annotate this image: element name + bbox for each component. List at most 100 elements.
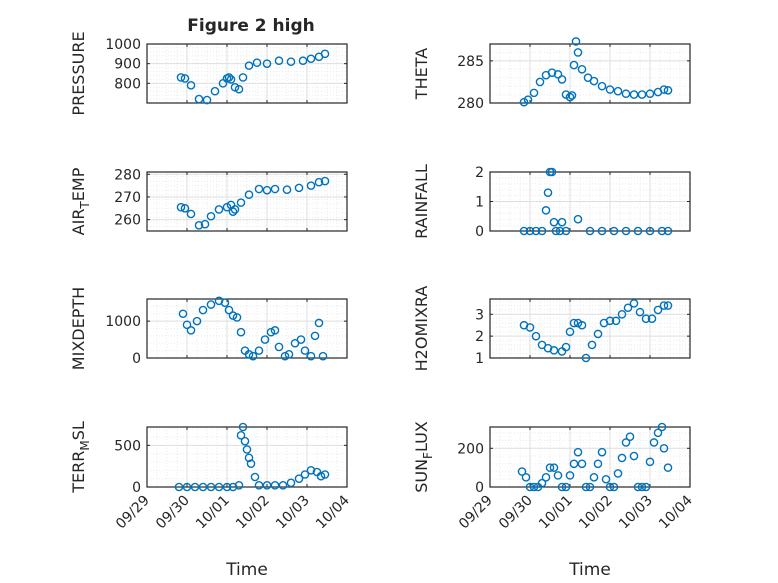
data-point [571, 37, 581, 46]
data-point [254, 481, 264, 490]
data-point [593, 459, 603, 469]
data-point [314, 177, 324, 187]
data-point [529, 482, 539, 492]
data-point [296, 335, 306, 344]
data-point [621, 438, 631, 447]
panel-sun-flux: 0 200 SUNFLUX 09/29 09/30 10/01 10/02 10/03 10/0… [412, 421, 696, 580]
x-tick-label: 09/30 [496, 493, 536, 533]
data-point [531, 331, 541, 341]
panel-rainfall: 0 1 2 RAINFALL [412, 164, 691, 240]
data-point [262, 185, 272, 195]
data-point [521, 473, 531, 482]
data-point [577, 320, 587, 330]
data-point [270, 481, 280, 490]
data-point [637, 90, 647, 99]
data-point [633, 226, 643, 236]
y-tick-label: 800 [114, 76, 141, 92]
data-point [659, 443, 669, 453]
data-point [641, 482, 651, 492]
y-tick-label: 270 [114, 190, 141, 206]
data-point [274, 56, 284, 66]
data-point [645, 89, 655, 99]
data-point [565, 327, 575, 337]
data-point [653, 428, 663, 438]
data-point [206, 211, 216, 221]
data-point [306, 351, 316, 361]
data-point [663, 86, 673, 95]
data-point [525, 482, 535, 492]
y-axis-label: SUNFLUX [412, 421, 435, 493]
data-point [577, 459, 587, 469]
data-point [549, 463, 559, 472]
panel-h2omixra: 1 2 3 H2OMIXRA [412, 286, 691, 372]
data-point [194, 221, 204, 230]
data-point [547, 167, 557, 177]
data-point [593, 329, 603, 339]
x-tick-label: 10/01 [193, 493, 233, 533]
data-point [270, 326, 280, 335]
data-point [629, 90, 639, 99]
y-tick-label: 285 [457, 54, 484, 70]
data-point [543, 188, 553, 197]
data-point [244, 453, 254, 463]
data-point [210, 86, 220, 96]
y-tick-label: 1 [475, 195, 484, 211]
data-point [577, 64, 587, 74]
data-point [573, 447, 583, 457]
panel-air-temp: 260 270 280 AIRTEMP [69, 167, 348, 235]
data-point [238, 422, 248, 432]
data-point [601, 474, 611, 484]
y-tick-label: 500 [114, 438, 141, 454]
data-point [557, 217, 567, 227]
data-point [549, 346, 559, 355]
y-axis-label: H2OMIXRA [412, 286, 431, 372]
data-point [663, 301, 673, 310]
data-point [244, 61, 254, 70]
axes-box [146, 43, 348, 104]
panel-terr-msl: 0 500 TERRMSL 09/29 09/30 10/01 10/02 10/03 10/0… [69, 421, 353, 580]
data-point [645, 457, 655, 467]
data-point [623, 303, 633, 313]
data-point [310, 331, 320, 341]
data-point [585, 482, 595, 492]
x-axis-label: Time [225, 560, 268, 580]
axes-box [146, 171, 348, 232]
data-point [629, 451, 639, 461]
data-point [625, 432, 635, 441]
data-point [565, 92, 575, 102]
x-tick-label: 10/01 [536, 493, 576, 533]
data-point [254, 346, 264, 355]
figure-title: Figure 2 high [187, 16, 315, 36]
data-point [244, 190, 254, 199]
data-point [294, 474, 304, 483]
axes-box [489, 43, 691, 104]
data-point [597, 81, 607, 91]
data-point [589, 473, 599, 482]
data-point [214, 205, 224, 214]
data-point [198, 305, 208, 315]
data-point [228, 311, 238, 320]
data-point [605, 85, 615, 94]
data-point [629, 299, 639, 308]
x-tick-label: 10/04 [313, 492, 353, 532]
data-point [250, 472, 260, 482]
y-tick-label: 260 [114, 213, 141, 229]
data-point [663, 463, 673, 472]
data-point [641, 314, 651, 323]
data-point [236, 198, 246, 207]
data-point [553, 471, 563, 480]
data-point [613, 86, 623, 96]
data-point [318, 351, 328, 361]
data-point [222, 482, 232, 492]
data-point [581, 353, 591, 363]
data-point [561, 482, 571, 492]
y-tick-label: 2 [475, 165, 484, 181]
data-point [621, 226, 631, 236]
data-point [525, 323, 535, 332]
data-point [633, 482, 643, 492]
data-point [224, 73, 234, 82]
data-point [557, 482, 567, 492]
data-point [214, 296, 224, 306]
data-point [557, 75, 567, 84]
